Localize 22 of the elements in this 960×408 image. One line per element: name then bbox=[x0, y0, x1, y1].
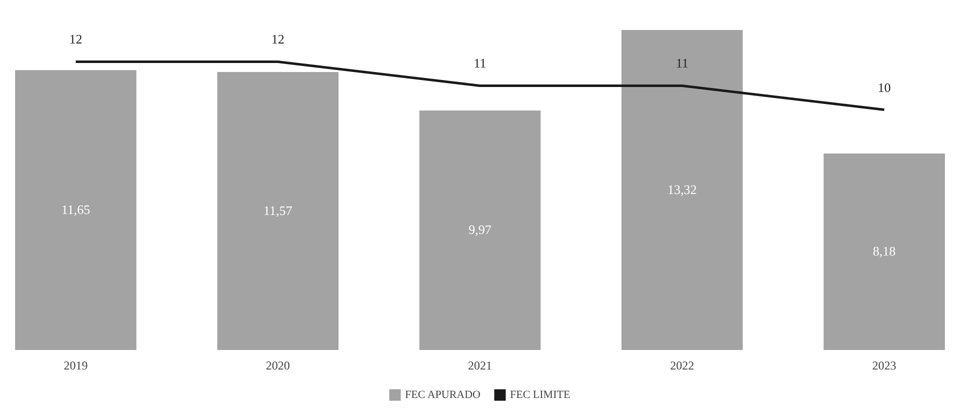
x-tick-label: 2019 bbox=[64, 358, 88, 372]
data-label: 12 bbox=[271, 32, 284, 47]
legend-label: FEC LIMITE bbox=[510, 389, 570, 401]
data-label: 12 bbox=[69, 32, 82, 47]
x-tick-label: 2023 bbox=[872, 358, 896, 372]
data-label: 9,97 bbox=[468, 222, 492, 238]
x-tick-label: 2021 bbox=[468, 358, 492, 372]
bar bbox=[824, 153, 945, 350]
data-label: 11 bbox=[676, 56, 688, 71]
bar bbox=[217, 72, 339, 350]
legend-label: FEC APURADO bbox=[405, 389, 481, 401]
data-label: 10 bbox=[878, 80, 891, 95]
data-label: 13,32 bbox=[668, 182, 697, 197]
x-tick-label: 2022 bbox=[670, 358, 694, 372]
bar bbox=[621, 30, 743, 350]
bar bbox=[419, 110, 541, 350]
data-label: 8,18 bbox=[872, 244, 896, 259]
data-label: 11 bbox=[474, 56, 486, 71]
data-label: 11,57 bbox=[263, 203, 293, 218]
data-label: 11,65 bbox=[61, 202, 90, 218]
x-tick-label: 2020 bbox=[266, 358, 290, 372]
bar bbox=[15, 70, 136, 350]
